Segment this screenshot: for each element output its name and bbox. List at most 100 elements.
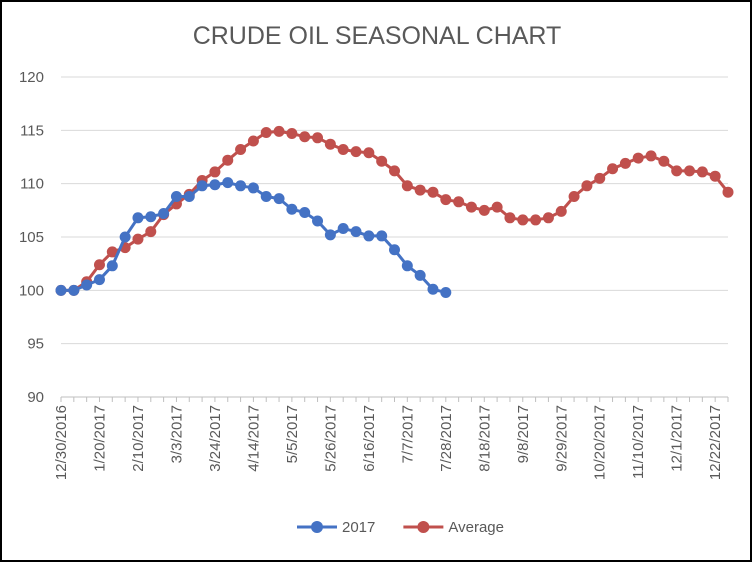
data-point-2017 bbox=[209, 179, 221, 191]
data-point-2017 bbox=[93, 274, 105, 286]
x-tick-label: 11/10/2017 bbox=[630, 405, 647, 479]
data-point-2017 bbox=[273, 193, 285, 205]
data-point-2017 bbox=[324, 229, 336, 241]
x-tick-label: 6/16/2017 bbox=[361, 405, 378, 472]
legend-marker-2017 bbox=[311, 521, 323, 533]
chart-title: CRUDE OIL SEASONAL CHART bbox=[193, 22, 562, 50]
data-point-average bbox=[453, 196, 465, 208]
x-tick-label: 8/18/2017 bbox=[476, 405, 493, 472]
data-point-2017 bbox=[401, 260, 413, 272]
y-tick-label: 110 bbox=[20, 176, 44, 193]
y-tick-label: 115 bbox=[20, 122, 44, 139]
data-point-average bbox=[530, 214, 542, 226]
data-point-average bbox=[235, 144, 247, 156]
x-tick-label: 12/1/2017 bbox=[669, 405, 686, 472]
x-tick-label: 7/7/2017 bbox=[399, 405, 416, 463]
data-point-2017 bbox=[68, 284, 80, 296]
y-tick-label: 100 bbox=[19, 282, 44, 299]
x-tick-label: 12/22/2017 bbox=[707, 405, 724, 480]
data-point-average bbox=[145, 226, 157, 238]
data-point-average bbox=[645, 150, 657, 162]
data-point-average bbox=[594, 172, 606, 184]
data-point-average bbox=[350, 146, 362, 158]
data-point-average bbox=[465, 201, 477, 213]
data-point-average bbox=[568, 190, 580, 202]
data-point-average bbox=[106, 246, 118, 258]
data-point-2017 bbox=[363, 230, 375, 242]
data-point-2017 bbox=[81, 279, 93, 291]
legend: 2017 Average bbox=[297, 519, 504, 536]
data-point-2017 bbox=[222, 177, 234, 189]
data-point-average bbox=[414, 184, 426, 196]
data-point-average bbox=[671, 165, 683, 177]
data-point-average bbox=[555, 205, 567, 217]
data-point-average bbox=[209, 166, 221, 178]
data-point-average bbox=[337, 144, 349, 156]
data-point-average bbox=[684, 165, 696, 177]
data-point-average bbox=[517, 214, 529, 226]
x-tick-label: 12/30/2016 bbox=[53, 405, 70, 480]
data-point-2017 bbox=[350, 226, 362, 238]
y-tick-label: 95 bbox=[27, 336, 44, 353]
data-point-average bbox=[722, 186, 734, 198]
plot-series bbox=[55, 125, 734, 298]
x-tick-label: 9/8/2017 bbox=[515, 405, 532, 463]
legend-label-2017: 2017 bbox=[342, 519, 375, 536]
data-point-2017 bbox=[376, 230, 388, 242]
data-point-average bbox=[363, 147, 375, 159]
data-point-average bbox=[658, 155, 670, 167]
x-tick-label: 9/29/2017 bbox=[553, 405, 570, 472]
data-point-average bbox=[632, 152, 644, 164]
data-point-average bbox=[504, 212, 516, 224]
data-point-average bbox=[247, 135, 259, 147]
data-point-average bbox=[273, 125, 285, 137]
data-point-average bbox=[709, 170, 721, 182]
data-point-2017 bbox=[337, 222, 349, 234]
data-point-2017 bbox=[158, 208, 170, 220]
legend-label-average: Average bbox=[448, 519, 504, 536]
data-point-2017 bbox=[414, 269, 426, 281]
data-point-average bbox=[440, 194, 452, 206]
x-tick-label: 4/14/2017 bbox=[245, 405, 262, 472]
y-tick-label: 90 bbox=[27, 389, 44, 406]
y-axis: 90 95 100 105 110 115 120 bbox=[19, 69, 44, 406]
data-point-average bbox=[324, 138, 336, 150]
data-point-average bbox=[132, 233, 144, 245]
x-tick-label: 5/5/2017 bbox=[284, 405, 301, 463]
x-axis: 12/30/2016 1/20/2017 2/10/2017 3/3/2017 3/24… bbox=[53, 396, 729, 480]
data-point-average bbox=[401, 180, 413, 192]
data-point-2017 bbox=[106, 260, 118, 272]
x-tick-label: 3/3/2017 bbox=[168, 405, 185, 463]
data-point-2017 bbox=[247, 182, 259, 194]
y-tick-label: 105 bbox=[19, 229, 44, 246]
data-point-average bbox=[607, 163, 619, 175]
series-line-2017 bbox=[61, 181, 447, 294]
data-point-2017 bbox=[145, 211, 157, 223]
data-point-2017 bbox=[286, 203, 298, 215]
data-point-2017 bbox=[440, 286, 452, 298]
data-point-average bbox=[696, 166, 708, 178]
data-point-average bbox=[581, 180, 593, 192]
data-point-average bbox=[619, 157, 631, 169]
y-tick-label: 120 bbox=[19, 69, 44, 86]
data-point-average bbox=[376, 155, 388, 167]
data-point-2017 bbox=[196, 180, 208, 192]
legend-marker-average bbox=[417, 521, 430, 533]
data-point-average bbox=[478, 204, 490, 216]
x-tick-label: 7/28/2017 bbox=[438, 405, 455, 472]
data-point-average bbox=[312, 132, 324, 144]
data-point-average bbox=[93, 259, 105, 271]
data-point-2017 bbox=[312, 215, 324, 227]
data-point-2017 bbox=[170, 190, 182, 202]
gridlines bbox=[61, 76, 728, 345]
data-point-2017 bbox=[260, 190, 272, 202]
data-point-2017 bbox=[299, 206, 311, 218]
data-point-average bbox=[286, 128, 298, 140]
x-tick-label: 10/20/2017 bbox=[592, 405, 609, 480]
x-tick-label: 3/24/2017 bbox=[207, 405, 224, 472]
x-tick-label: 1/20/2017 bbox=[91, 405, 108, 472]
data-point-2017 bbox=[389, 244, 400, 256]
data-point-2017 bbox=[427, 283, 439, 295]
data-point-average bbox=[491, 201, 503, 213]
